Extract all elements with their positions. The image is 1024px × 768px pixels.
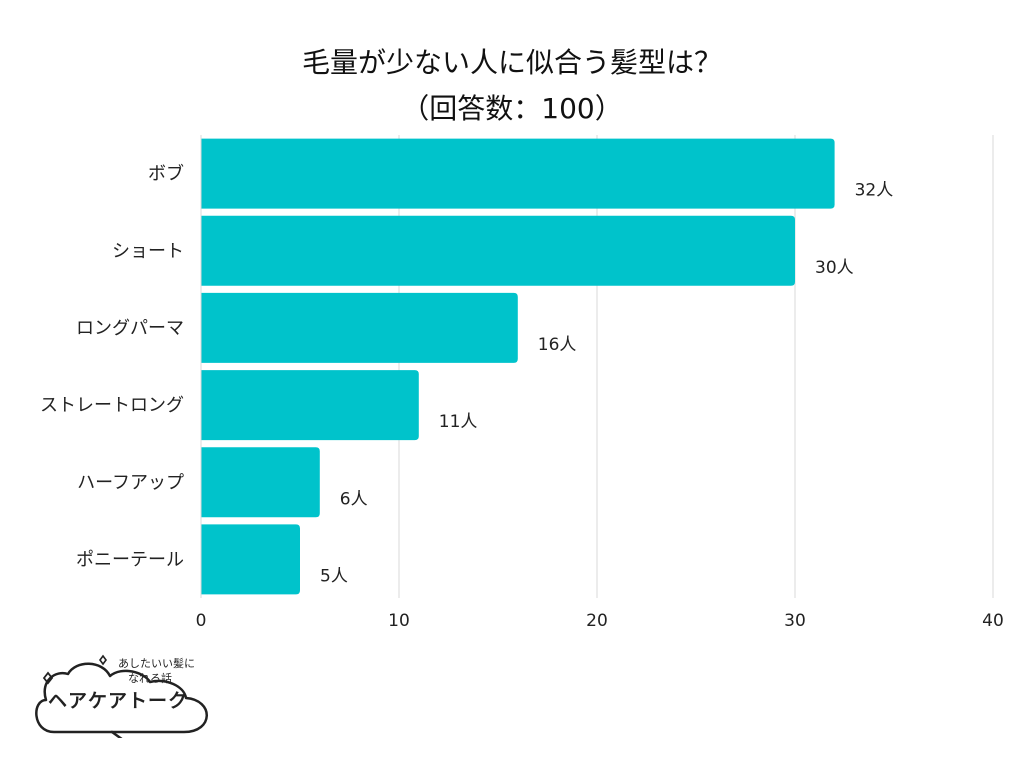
category-label: ロングパーマ bbox=[76, 318, 184, 339]
category-label: ボブ bbox=[148, 163, 184, 185]
x-tick-label: 40 bbox=[982, 611, 1004, 631]
data-label: 32人 bbox=[855, 181, 894, 201]
logo-tagline: あしたいい髪に なれる話 bbox=[118, 656, 195, 686]
chart-title-block: 毛量が少ない人に似合う髪型は？ （回答数：100） bbox=[0, 40, 1024, 132]
category-label: ポニーテール bbox=[76, 549, 184, 570]
chart-title: 毛量が少ない人に似合う髪型は？ bbox=[301, 46, 722, 79]
x-tick-label: 30 bbox=[784, 611, 806, 631]
speech-bubble-icon bbox=[35, 654, 208, 738]
category-label: ストレートロング bbox=[40, 395, 184, 416]
bar bbox=[201, 447, 320, 518]
chart-subtitle: （回答数：100） bbox=[401, 92, 623, 125]
logo-name: ヘアケアトーク bbox=[48, 690, 189, 712]
category-label: ショート bbox=[112, 241, 184, 262]
data-label: 30人 bbox=[815, 258, 854, 278]
category-label: ハーフアップ bbox=[77, 472, 184, 493]
bar bbox=[201, 292, 518, 363]
bar bbox=[201, 370, 419, 441]
data-label: 11人 bbox=[439, 412, 478, 432]
logo-tagline-line2: なれる話 bbox=[128, 672, 172, 685]
data-label: 5人 bbox=[320, 566, 348, 586]
x-tick-label: 20 bbox=[586, 611, 608, 631]
logo-tagline-line1: あしたいい髪に bbox=[118, 657, 195, 670]
bar bbox=[201, 138, 835, 209]
bar bbox=[201, 215, 795, 286]
x-tick-label: 10 bbox=[388, 611, 410, 631]
bar bbox=[201, 524, 300, 595]
data-label: 16人 bbox=[538, 335, 577, 355]
brand-logo: あしたいい髪に なれる話 ヘアケアトーク bbox=[26, 648, 226, 738]
x-tick-label: 0 bbox=[196, 611, 207, 631]
data-label: 6人 bbox=[340, 489, 368, 509]
